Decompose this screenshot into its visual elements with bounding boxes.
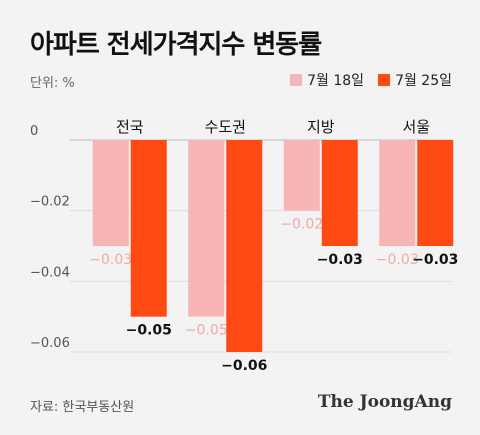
data-label: −0.03 xyxy=(376,252,419,268)
y-tick-label: −0.06 xyxy=(30,336,70,351)
bar xyxy=(188,140,225,317)
bar xyxy=(321,140,358,246)
data-label: −0.05 xyxy=(126,323,172,339)
legend-swatch-jul25 xyxy=(378,74,391,86)
legend-item-jul18: 7월 18일 xyxy=(290,70,364,90)
y-tick-label: −0.02 xyxy=(30,195,70,210)
data-label: −0.03 xyxy=(412,252,458,268)
data-label: −0.03 xyxy=(89,252,132,268)
legend-item-jul25: 7월 25일 xyxy=(378,70,452,90)
legend-label-jul18: 7월 18일 xyxy=(307,73,365,89)
bar xyxy=(283,140,320,211)
bar xyxy=(417,140,454,246)
data-label: −0.05 xyxy=(185,323,228,339)
data-label: −0.06 xyxy=(221,358,267,374)
category-label: 수도권 xyxy=(205,118,246,136)
brand-logo: The JoongAng xyxy=(317,392,452,412)
data-label: −0.03 xyxy=(317,252,363,268)
unit-label: 단위: % xyxy=(30,76,75,91)
category-label: 지방 xyxy=(307,118,335,136)
data-label: −0.02 xyxy=(280,217,323,233)
chart-title: 아파트 전세가격지수 변동률 xyxy=(30,30,322,60)
source-text: 자료: 한국부동산원 xyxy=(30,400,135,415)
bar xyxy=(379,140,416,246)
legend-swatch-jul18 xyxy=(290,74,303,86)
bar xyxy=(130,140,167,317)
y-tick-label: −0.04 xyxy=(30,265,70,280)
category-label: 서울 xyxy=(402,118,430,136)
legend: 7월 18일 7월 25일 xyxy=(290,70,452,90)
category-label: 전국 xyxy=(116,118,144,136)
y-tick-label: 0 xyxy=(30,124,38,139)
bar xyxy=(226,140,263,352)
bar xyxy=(92,140,129,246)
legend-label-jul25: 7월 25일 xyxy=(395,73,452,89)
